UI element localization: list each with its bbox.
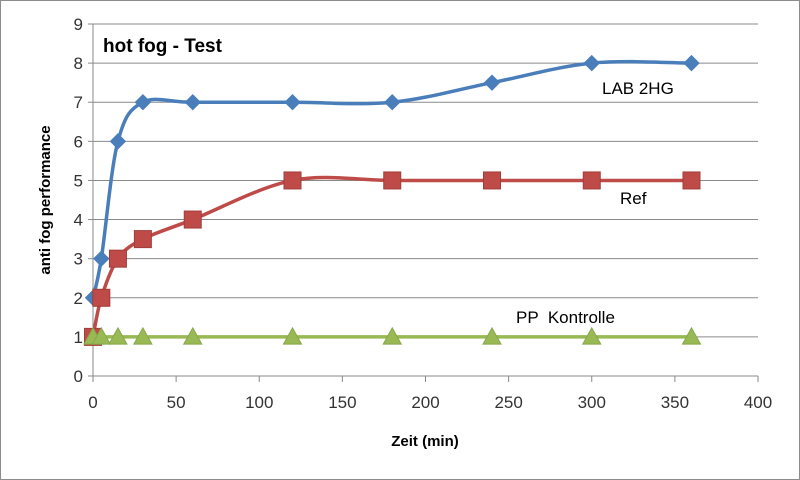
y-tick-label: 0 — [74, 367, 83, 386]
x-tick-label: 150 — [328, 393, 356, 412]
data-point-pp-kontrolle-5 — [282, 326, 303, 345]
y-tick-label: 3 — [74, 250, 83, 269]
axes — [88, 23, 759, 382]
x-tick-label: 200 — [411, 393, 439, 412]
markers — [83, 54, 702, 346]
y-tick-label: 1 — [74, 328, 83, 347]
y-tick-label: 7 — [74, 93, 83, 112]
data-point-ref-3 — [133, 230, 152, 249]
data-point-ref-4 — [183, 210, 202, 229]
data-point-lab-2hg-1 — [93, 250, 110, 267]
x-tick-label: 100 — [245, 393, 273, 412]
y-tick-label: 4 — [74, 211, 83, 230]
x-tick-label: 300 — [578, 393, 606, 412]
series-label-ref: Ref — [620, 189, 647, 208]
x-tick-label: 400 — [744, 393, 772, 412]
data-point-ref-5 — [283, 171, 302, 190]
y-tick-label: 2 — [74, 289, 83, 308]
data-point-ref-7 — [483, 171, 501, 190]
data-point-lab-2hg-4 — [184, 94, 201, 111]
data-point-lab-2hg-3 — [134, 94, 152, 111]
data-point-lab-2hg-7 — [483, 74, 501, 91]
x-tick-label: 0 — [88, 393, 97, 412]
data-point-ref-9 — [682, 171, 701, 190]
y-axis-title: anti fog performance — [37, 125, 54, 274]
data-point-ref-8 — [582, 171, 601, 190]
series-label-pp-kontrolle: PP Kontrolle — [516, 308, 615, 327]
data-point-pp-kontrolle-8 — [581, 326, 602, 345]
x-tick-label: 350 — [661, 393, 689, 412]
data-point-lab-2hg-2 — [109, 133, 127, 150]
data-point-ref-2 — [108, 249, 127, 268]
y-tick-label: 6 — [74, 132, 83, 151]
data-point-lab-2hg-6 — [384, 94, 401, 111]
tick-labels: 0 1 2 3 4 5 6 7 8 9 0 50 100 150 200 250 300 350 400 — [74, 15, 773, 412]
data-point-pp-kontrolle-4 — [182, 326, 203, 345]
data-point-lab-2hg-8 — [583, 54, 600, 72]
data-point-pp-kontrolle-7 — [482, 326, 502, 345]
data-point-pp-kontrolle-9 — [681, 326, 702, 345]
x-tick-label: 50 — [167, 393, 186, 412]
data-point-pp-kontrolle-2 — [108, 326, 128, 345]
x-tick-label: 250 — [494, 393, 522, 412]
data-point-pp-kontrolle-6 — [382, 326, 403, 345]
data-point-pp-kontrolle-1 — [91, 326, 112, 345]
chart-title: hot fog - Test — [103, 36, 223, 57]
y-tick-label: 8 — [74, 54, 83, 73]
data-point-ref-6 — [383, 171, 402, 190]
y-tick-label: 5 — [74, 171, 83, 190]
data-point-pp-kontrolle-3 — [133, 326, 153, 345]
data-point-lab-2hg-9 — [683, 54, 700, 72]
y-tick-label: 9 — [74, 15, 83, 34]
data-point-ref-1 — [92, 288, 111, 307]
data-point-lab-2hg-5 — [284, 94, 301, 111]
series-label-lab-2hg: LAB 2HG — [602, 79, 674, 98]
x-axis-title: Zeit (min) — [391, 433, 459, 450]
